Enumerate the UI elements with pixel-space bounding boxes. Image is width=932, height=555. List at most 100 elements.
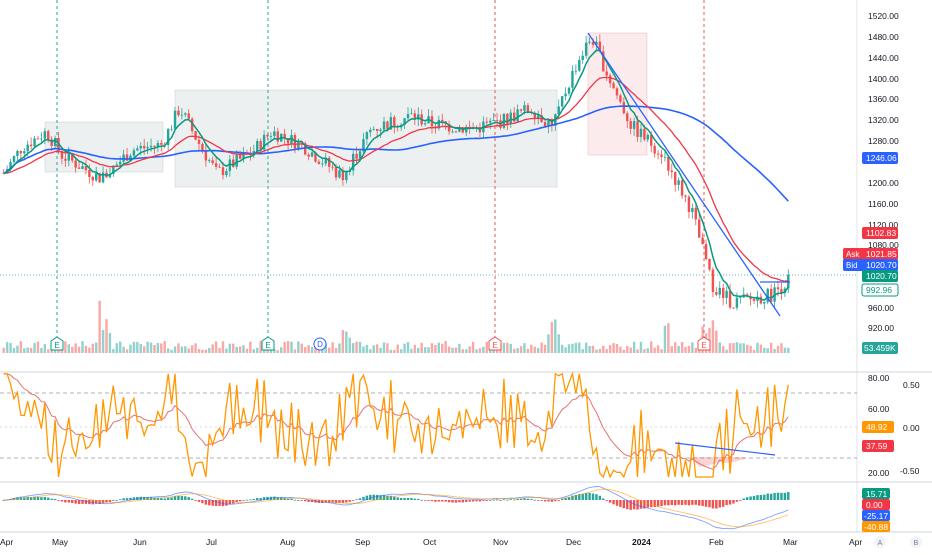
candle [749, 296, 752, 300]
rsi-line[interactable] [3, 371, 789, 479]
volume-bar [245, 348, 249, 353]
svg-text:1020.70: 1020.70 [866, 271, 897, 281]
descending-trendline[interactable] [587, 32, 781, 317]
macd-histogram-bar [108, 500, 112, 502]
candle [711, 269, 715, 293]
volume-bar [19, 341, 23, 353]
volume-bar [502, 342, 506, 353]
rsi-ma-line[interactable] [3, 373, 789, 470]
macd-histogram-bar [214, 500, 218, 507]
earnings-marker-2[interactable]: E [261, 336, 275, 351]
volume-bar [578, 342, 581, 353]
volume-bar [386, 343, 389, 353]
macd-histogram-bar [201, 500, 204, 504]
candle [598, 41, 602, 52]
macd-histogram-bar [759, 494, 763, 500]
volume-bar [567, 344, 571, 353]
candle [125, 154, 129, 161]
macd-line[interactable] [3, 486, 789, 530]
macd-histogram-bar [197, 500, 201, 502]
macd-histogram-bar [26, 496, 29, 500]
macd-histogram-bar [567, 497, 571, 500]
macd-histogram-bar [355, 499, 358, 501]
macd-histogram-bar [550, 500, 554, 502]
volume-bar [345, 331, 348, 353]
candle [177, 110, 180, 116]
earnings-marker-1[interactable]: E [50, 336, 64, 351]
candle [567, 87, 571, 94]
macd-histogram-bar [256, 498, 259, 500]
candle [74, 160, 77, 168]
volume-bar [632, 341, 636, 353]
volume-bar [348, 337, 351, 353]
macd-hist-badge: 15.71 [862, 488, 890, 499]
volume-bars [2, 300, 790, 353]
macd-histogram-bar [410, 498, 413, 500]
macd-histogram-bar [386, 495, 389, 500]
macd-histogram-bar [735, 500, 739, 502]
macd-histogram-bar [434, 500, 437, 502]
candle [26, 144, 29, 152]
macd-histogram-bar [509, 499, 512, 501]
log-scale-button[interactable]: B [910, 536, 922, 548]
volume-bar [238, 346, 242, 353]
volume-bar [540, 342, 543, 353]
time-label: Feb [709, 537, 724, 547]
macd-histogram-bar [653, 500, 656, 508]
signal-line[interactable] [3, 488, 789, 528]
ema-fast-line[interactable] [3, 49, 789, 301]
candle [752, 299, 756, 301]
earnings-marker-4[interactable]: E [697, 336, 711, 351]
volume-bar [756, 342, 759, 353]
macd-histogram-bar [632, 500, 636, 510]
ema-mid-line[interactable] [3, 76, 789, 282]
macd-histogram-bar [715, 500, 718, 509]
candle [389, 117, 393, 130]
macd-histogram-bar [47, 497, 50, 500]
svg-text:E: E [265, 341, 270, 350]
macd-histogram-bar [129, 497, 132, 500]
candle [728, 290, 732, 308]
svg-text:53.459K: 53.459K [864, 343, 896, 353]
candle [112, 165, 115, 174]
svg-text:1020.70: 1020.70 [866, 260, 897, 270]
earnings-marker-3[interactable]: E [488, 336, 502, 351]
macd-histogram-bar [190, 498, 194, 500]
rsi-trendline[interactable] [674, 442, 776, 456]
volume-bar [389, 349, 393, 353]
macd-histogram-bar [674, 500, 677, 506]
candle [691, 207, 694, 212]
dividend-marker[interactable]: D [313, 337, 327, 351]
rsi-tick: 80.00 [868, 373, 890, 383]
macd-histogram-bar [721, 500, 725, 507]
svg-text:1246.06: 1246.06 [866, 153, 897, 163]
candle [180, 114, 184, 116]
volume-bar [547, 334, 550, 353]
price-tick: 1280.00 [868, 136, 899, 146]
candle [564, 93, 567, 97]
candle [67, 153, 71, 161]
volume-bar [721, 346, 725, 353]
sma-slow-line[interactable] [3, 105, 789, 202]
macd-histogram-bar [132, 497, 136, 500]
volume-bar [184, 346, 187, 353]
price-tick: 1200.00 [868, 178, 899, 188]
candle [663, 156, 667, 158]
volume-bar [300, 343, 303, 353]
volume-bar [273, 349, 276, 353]
time-label: Apr [0, 537, 13, 547]
volume-bar [403, 343, 406, 353]
candle [578, 59, 581, 71]
candle [650, 134, 653, 146]
macd-histogram-bar [615, 500, 619, 506]
macd-histogram-bar [60, 500, 64, 502]
volume-bar [663, 325, 667, 353]
auto-scale-button[interactable]: A [874, 536, 886, 548]
volume-bar [509, 343, 512, 353]
volume-bar [581, 349, 584, 353]
candle [550, 121, 554, 126]
macd-histogram-bar [362, 496, 365, 500]
macd-histogram-bar [708, 500, 711, 508]
volume-bar [139, 343, 142, 353]
